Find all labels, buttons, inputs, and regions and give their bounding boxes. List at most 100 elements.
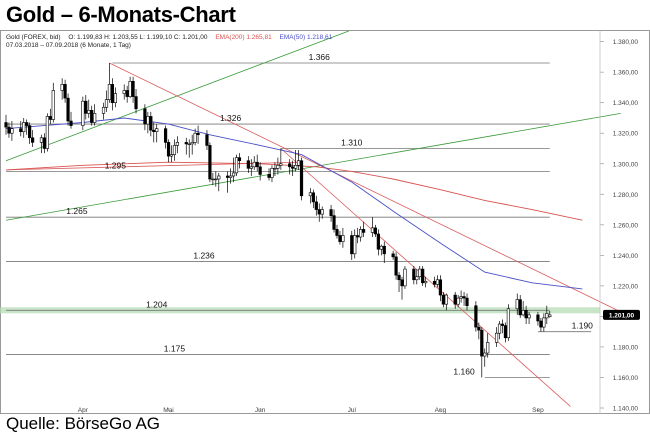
y-tick-label: 1.140,00 [613, 406, 639, 413]
candle-body [494, 332, 499, 343]
candle-body [143, 108, 147, 125]
candle-down [66, 93, 70, 126]
price-chart: 1.366 1.326 1.310 1.295 1.265 1.236 1.204 1.175… [0, 30, 650, 414]
candle-down [536, 311, 540, 326]
candle-down [462, 291, 466, 306]
candle-down [332, 209, 336, 233]
candle-body [122, 90, 126, 94]
candle-body [438, 279, 443, 296]
candle-up [113, 87, 117, 108]
candle-up [211, 172, 215, 186]
candle-body [22, 122, 26, 132]
candle-down [196, 125, 200, 144]
y-tick-label: 1.160,00 [613, 375, 639, 382]
candle-up [155, 124, 159, 143]
candle-down [184, 137, 188, 155]
candle-body [497, 323, 502, 334]
candle-up [214, 171, 218, 187]
candle-down [394, 252, 398, 280]
candle-body [211, 178, 215, 181]
y-tick-label: 1.220,00 [613, 283, 639, 290]
candle-up [296, 150, 301, 170]
candle-down [453, 291, 457, 309]
candle-up [353, 229, 357, 259]
candle-down [376, 229, 380, 256]
candle-down [518, 295, 522, 318]
candle-body [45, 116, 49, 149]
level-label: 1.265 [66, 206, 88, 216]
x-tick-label: Apr [78, 407, 89, 414]
candle-body [267, 174, 271, 178]
candle-body [477, 326, 481, 331]
candle-up [187, 139, 191, 158]
candle-down [500, 319, 505, 334]
candle-body [110, 84, 114, 103]
candle-body [294, 164, 298, 169]
candle-body [459, 296, 463, 299]
candle-body [291, 166, 295, 169]
candle-down [152, 122, 156, 143]
candle-body [7, 126, 11, 134]
candle-body [521, 310, 525, 316]
candle-down [421, 266, 425, 286]
x-tick-label: Mai [163, 407, 173, 414]
candle-body [19, 128, 23, 132]
candle-up [81, 96, 85, 131]
candle-body [536, 314, 540, 322]
candle-body [444, 294, 448, 305]
candle-up [146, 111, 150, 134]
candle-down [134, 88, 138, 114]
candle-up [506, 304, 510, 341]
candle-down [149, 111, 153, 137]
y-tick-label: 1.260,00 [613, 222, 639, 229]
chart-frame [0, 30, 650, 414]
candle-body [193, 132, 197, 143]
candle-up [545, 305, 549, 325]
candle-down [7, 122, 11, 138]
candle-down [524, 305, 528, 325]
candle-down [317, 203, 321, 222]
candle-body [113, 93, 117, 103]
candle-body [214, 178, 218, 181]
candle-body [486, 342, 490, 354]
candle-up [483, 348, 487, 367]
candle-down [63, 79, 67, 103]
level-label: 1.190 [572, 321, 594, 331]
candle-down [314, 195, 318, 216]
candle-body [462, 296, 466, 299]
y-tick-label: 1.320,00 [613, 131, 639, 138]
candle-up [435, 275, 440, 288]
candle-down [166, 139, 171, 163]
candle-down [474, 301, 478, 332]
candle-body [149, 116, 153, 131]
candle-up [107, 63, 112, 103]
candle-body [299, 160, 304, 197]
x-tick-label: Jun [255, 407, 266, 414]
candle-down [335, 224, 339, 239]
ohlc-values: O: 1.199,83 H: 1.203,55 L: 1.199,10 C: 1… [68, 34, 208, 41]
candle-up [279, 148, 283, 170]
candle-body [311, 192, 315, 203]
candle-up [459, 290, 463, 303]
candle-up [497, 320, 502, 340]
candle-body [104, 99, 109, 108]
x-tick-label: Jul [348, 407, 357, 414]
candle-down [412, 266, 416, 285]
candle-up [175, 136, 180, 154]
candle-body [231, 172, 236, 177]
current-price-tag [603, 309, 640, 320]
candle-body [441, 294, 445, 305]
candle-down [438, 275, 443, 302]
ema200-line [5, 161, 583, 221]
candle-down [163, 125, 168, 149]
candle-body [196, 132, 200, 136]
candle-body [252, 161, 256, 168]
candle-down [477, 322, 481, 340]
candle-body [320, 209, 324, 215]
candle-body [515, 299, 519, 310]
candle-body [432, 280, 437, 285]
x-tick-label: Aug [435, 407, 447, 414]
candle-body [418, 268, 422, 278]
candle-down [237, 153, 242, 169]
candle-up [486, 333, 490, 358]
